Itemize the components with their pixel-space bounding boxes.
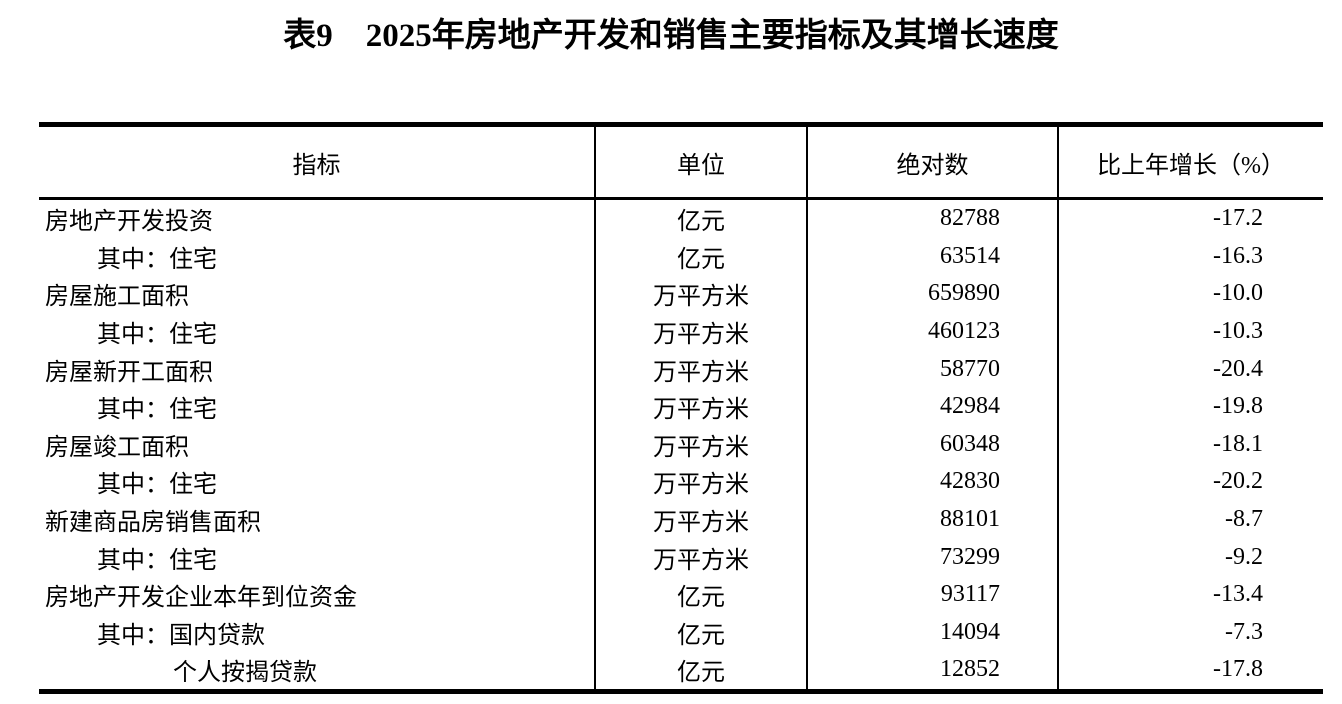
table-row: 个人按揭贷款 亿元 12852 -17.8	[39, 651, 1323, 692]
unit-cell: 万平方米	[594, 350, 807, 388]
table-row: 新建商品房销售面积 万平方米 88101 -8.7	[39, 500, 1323, 539]
absolute-value-cell: 42984	[806, 387, 1058, 426]
indicator-cell: 房地产开发企业本年到位资金	[45, 585, 357, 612]
table-row: 房地产开发投资 亿元 82788 -17.2	[39, 198, 1323, 238]
statistics-table: 指标 单位 绝对数 比上年增长（%） 房地产开发投资 亿元 82788 -17.2 其中…	[39, 122, 1323, 694]
indicator-cell: 其中：住宅	[97, 547, 217, 574]
unit-cell: 亿元	[594, 198, 807, 238]
absolute-value-cell: 82788	[806, 198, 1058, 238]
unit-cell: 万平方米	[594, 538, 807, 576]
growth-rate-cell: -17.2	[1057, 198, 1323, 238]
table-row: 房地产开发企业本年到位资金 亿元 93117 -13.4	[39, 575, 1323, 614]
growth-rate-cell: -16.3	[1057, 237, 1323, 276]
header-indicator: 指标	[39, 124, 595, 200]
growth-rate-cell: -7.3	[1057, 613, 1323, 652]
absolute-value-cell: 60348	[806, 425, 1058, 464]
indicator-cell: 新建商品房销售面积	[45, 510, 261, 537]
growth-rate-cell: -10.3	[1057, 312, 1323, 351]
unit-cell: 万平方米	[594, 312, 807, 351]
indicator-cell: 房屋新开工面积	[45, 359, 213, 386]
growth-rate-cell: -19.8	[1057, 387, 1323, 426]
unit-cell: 万平方米	[594, 500, 807, 539]
growth-rate-cell: -13.4	[1057, 575, 1323, 614]
growth-rate-cell: -10.0	[1057, 275, 1323, 313]
indicator-cell: 其中：国内贷款	[97, 622, 265, 649]
growth-rate-cell: -18.1	[1057, 425, 1323, 464]
header-growth-rate: 比上年增长（%）	[1057, 124, 1323, 200]
growth-rate-cell: -9.2	[1057, 538, 1323, 576]
indicator-cell: 其中：住宅	[97, 246, 217, 273]
table-row: 其中：国内贷款 亿元 14094 -7.3	[39, 613, 1323, 652]
table-header: 指标 单位 绝对数 比上年增长（%）	[39, 124, 1323, 200]
growth-rate-cell: -17.8	[1057, 651, 1323, 692]
table-body: 房地产开发投资 亿元 82788 -17.2 其中：住宅 亿元 63514 -16.3 房屋施工…	[39, 198, 1323, 692]
header-unit: 单位	[594, 124, 807, 200]
table-row: 其中：住宅 万平方米 460123 -10.3	[39, 312, 1323, 351]
table-row: 房屋竣工面积 万平方米 60348 -18.1	[39, 425, 1323, 464]
unit-cell: 亿元	[594, 613, 807, 652]
table-row: 房屋新开工面积 万平方米 58770 -20.4	[39, 350, 1323, 388]
absolute-value-cell: 460123	[806, 312, 1058, 351]
header-absolute-value: 绝对数	[806, 124, 1058, 200]
table-row: 其中：住宅 亿元 63514 -16.3	[39, 237, 1323, 276]
indicator-cell: 房屋竣工面积	[45, 434, 189, 461]
unit-cell: 万平方米	[594, 387, 807, 426]
unit-cell: 亿元	[594, 651, 807, 692]
indicator-cell: 其中：住宅	[97, 397, 217, 424]
table-row: 其中：住宅 万平方米 42830 -20.2	[39, 463, 1323, 501]
indicator-cell: 其中：住宅	[97, 322, 217, 349]
unit-cell: 亿元	[594, 575, 807, 614]
absolute-value-cell: 12852	[806, 651, 1058, 692]
indicator-cell: 房地产开发投资	[45, 209, 213, 236]
unit-cell: 亿元	[594, 237, 807, 276]
growth-rate-cell: -8.7	[1057, 500, 1323, 539]
table-row: 房屋施工面积 万平方米 659890 -10.0	[39, 275, 1323, 313]
absolute-value-cell: 42830	[806, 463, 1058, 501]
unit-cell: 万平方米	[594, 463, 807, 501]
absolute-value-cell: 88101	[806, 500, 1058, 539]
indicator-cell: 个人按揭贷款	[173, 660, 317, 687]
unit-cell: 万平方米	[594, 275, 807, 313]
indicator-cell: 其中：住宅	[97, 472, 217, 499]
absolute-value-cell: 73299	[806, 538, 1058, 576]
table-title: 表9 2025年房地产开发和销售主要指标及其增长速度	[283, 18, 1059, 54]
absolute-value-cell: 93117	[806, 575, 1058, 614]
header-row: 指标 单位 绝对数 比上年增长（%）	[39, 124, 1323, 200]
absolute-value-cell: 14094	[806, 613, 1058, 652]
table-row: 其中：住宅 万平方米 73299 -9.2	[39, 538, 1323, 576]
growth-rate-cell: -20.2	[1057, 463, 1323, 501]
growth-rate-cell: -20.4	[1057, 350, 1323, 388]
table-row: 其中：住宅 万平方米 42984 -19.8	[39, 387, 1323, 426]
indicator-cell: 房屋施工面积	[45, 284, 189, 311]
absolute-value-cell: 58770	[806, 350, 1058, 388]
absolute-value-cell: 659890	[806, 275, 1058, 313]
unit-cell: 万平方米	[594, 425, 807, 464]
absolute-value-cell: 63514	[806, 237, 1058, 276]
